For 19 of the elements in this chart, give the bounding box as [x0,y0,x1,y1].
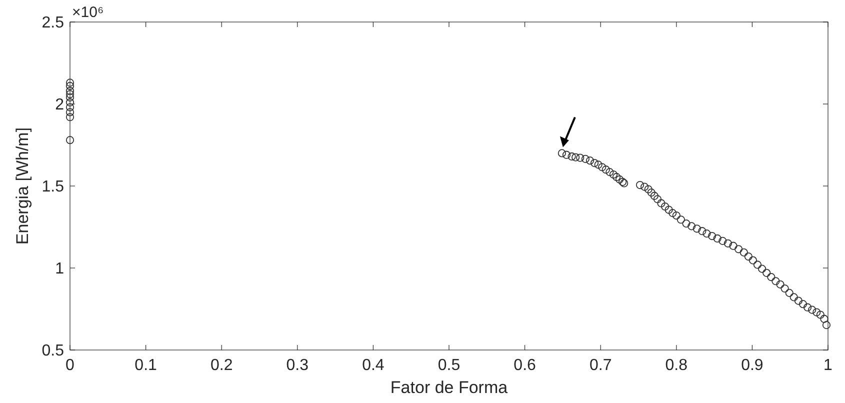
x-tick-label: 1 [824,357,833,374]
y-tick-label: 2.5 [42,14,64,32]
x-tick-label: 0.1 [134,357,158,374]
x-tick-label: 0.7 [589,357,612,374]
y-tick-label: 1 [55,260,64,278]
y-tick-label: 2 [55,96,64,114]
x-tick-label: 0.9 [741,357,764,374]
x-tick-label: 0.6 [514,357,536,374]
x-tick-label: 0.4 [362,357,384,374]
x-axis-title: Fator de Forma [390,378,508,397]
y-axis-title: Energia [Wh/m] [13,127,32,245]
y-tick-label: 0.5 [42,342,64,360]
x-tick-label: 0.8 [665,357,688,374]
x-tick-label: 0.2 [210,357,233,374]
x-tick-label: 0.5 [438,357,460,374]
y-tick-label: 1.5 [42,178,64,196]
x-tick-label: 0.3 [286,357,309,374]
text: ×10⁶ [72,4,104,21]
x-tick-label: 0 [66,357,75,374]
